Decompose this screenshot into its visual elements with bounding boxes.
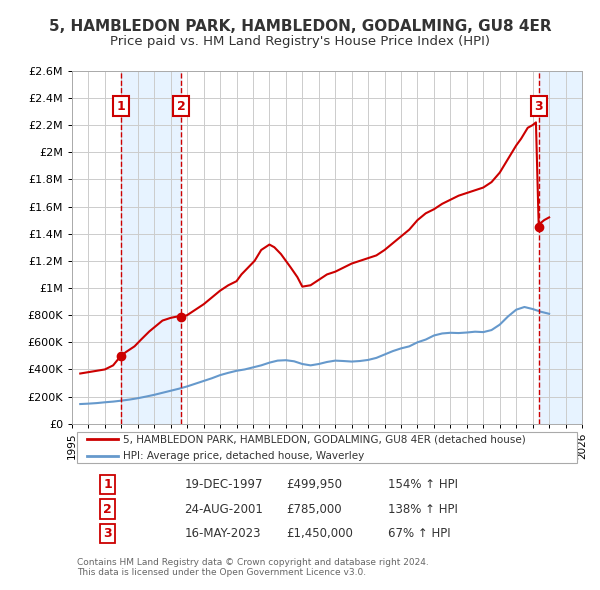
Text: 1: 1 <box>103 478 112 491</box>
Text: 5, HAMBLEDON PARK, HAMBLEDON, GODALMING, GU8 4ER (detached house): 5, HAMBLEDON PARK, HAMBLEDON, GODALMING,… <box>123 434 526 444</box>
Text: HPI: Average price, detached house, Waverley: HPI: Average price, detached house, Wave… <box>123 451 364 461</box>
Text: 19-DEC-1997: 19-DEC-1997 <box>184 478 263 491</box>
Bar <box>121 71 181 424</box>
Text: 3: 3 <box>103 527 112 540</box>
Text: 2: 2 <box>177 100 185 113</box>
Text: £1,450,000: £1,450,000 <box>286 527 353 540</box>
Text: £499,950: £499,950 <box>286 478 342 491</box>
Text: 16-MAY-2023: 16-MAY-2023 <box>184 527 260 540</box>
Text: 3: 3 <box>535 100 543 113</box>
Text: 67% ↑ HPI: 67% ↑ HPI <box>388 527 451 540</box>
Text: 5, HAMBLEDON PARK, HAMBLEDON, GODALMING, GU8 4ER: 5, HAMBLEDON PARK, HAMBLEDON, GODALMING,… <box>49 19 551 34</box>
Bar <box>539 71 582 424</box>
Text: Price paid vs. HM Land Registry's House Price Index (HPI): Price paid vs. HM Land Registry's House … <box>110 35 490 48</box>
Text: £785,000: £785,000 <box>286 503 342 516</box>
Text: 138% ↑ HPI: 138% ↑ HPI <box>388 503 458 516</box>
Text: 154% ↑ HPI: 154% ↑ HPI <box>388 478 458 491</box>
FancyBboxPatch shape <box>77 432 577 463</box>
Text: 2: 2 <box>103 503 112 516</box>
Text: Contains HM Land Registry data © Crown copyright and database right 2024.
This d: Contains HM Land Registry data © Crown c… <box>77 558 429 578</box>
Text: 24-AUG-2001: 24-AUG-2001 <box>184 503 263 516</box>
Text: 1: 1 <box>116 100 125 113</box>
